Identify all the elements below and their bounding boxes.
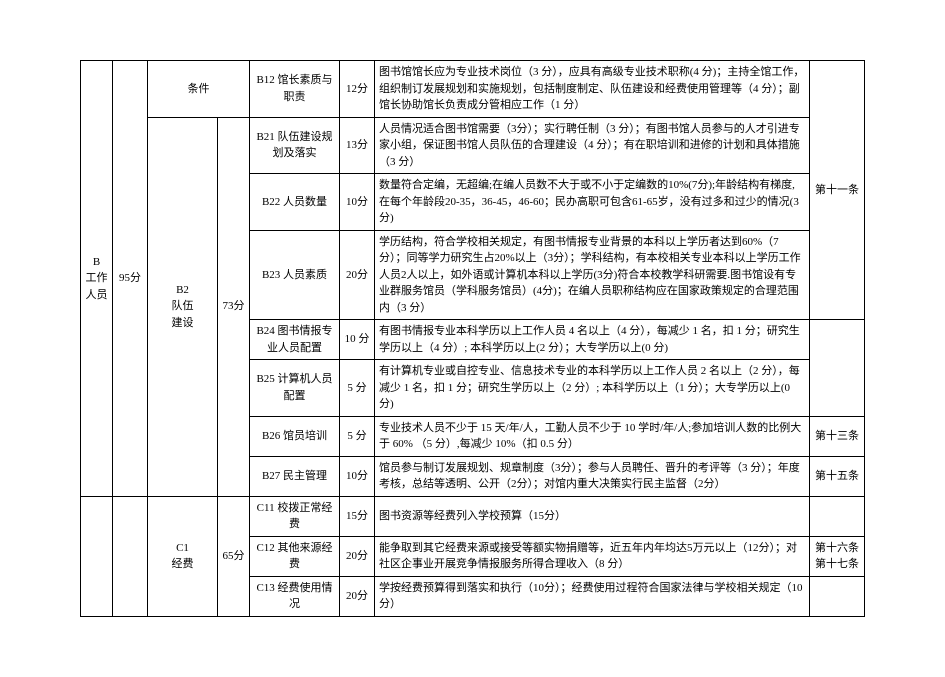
- code-cell: B25 计算机人员配置: [250, 360, 340, 417]
- code-cell: B26 馆员培训: [250, 416, 340, 456]
- code-cell: B21 队伍建设规划及落实: [250, 117, 340, 174]
- pts-cell: 20分: [340, 230, 375, 320]
- desc-cell: 专业技术人员不少于 15 天/年/人，工勤人员不少于 10 学时/年/人;参加培…: [375, 416, 810, 456]
- desc-cell: 能争取到其它经费来源或接受等额实物捐赠等，近五年内年均达5万元以上（12分）；对…: [375, 536, 810, 576]
- code-cell: B24 图书情报专业人员配置: [250, 320, 340, 360]
- pts-cell: 10分: [340, 174, 375, 231]
- ref-cell: [810, 576, 865, 616]
- section-c-blank: [81, 496, 113, 616]
- b2-score: 73分: [218, 117, 250, 496]
- pts-cell: 10分: [340, 456, 375, 496]
- c1-label: C1经费: [148, 496, 218, 616]
- ref-cell: 第十三条: [810, 416, 865, 456]
- code-cell: B12 馆长素质与职责: [250, 61, 340, 118]
- pts-cell: 20分: [340, 576, 375, 616]
- ref-cell: 第十五条: [810, 456, 865, 496]
- desc-cell: 有计算机专业或自控专业、信息技术专业的本科学历以上工作人员 2 名以上（2 分）…: [375, 360, 810, 417]
- condition-cell: 条件: [148, 61, 250, 118]
- table-row: B2队伍建设 73分 B21 队伍建设规划及落实 13分 人员情况适合图书馆需要…: [81, 117, 865, 174]
- code-cell: B23 人员素质: [250, 230, 340, 320]
- ref-cell: [810, 320, 865, 417]
- code-cell: C13 经费使用情况: [250, 576, 340, 616]
- desc-cell: 学历结构，符合学校相关规定，有图书情报专业背景的本科以上学历者达到60%（7分）…: [375, 230, 810, 320]
- desc-cell: 图书馆馆长应为专业技术岗位（3 分），应具有高级专业技术职称(4 分)；主持全馆…: [375, 61, 810, 118]
- section-b-label: B工作人员: [81, 61, 113, 497]
- section-c-blank2: [113, 496, 148, 616]
- desc-cell: 人员情况适合图书馆需要（3分）；实行聘任制（3 分）；有图书馆人员参与的人才引进…: [375, 117, 810, 174]
- desc-cell: 图书资源等经费列入学校预算（15分）: [375, 496, 810, 536]
- ref-cell: [810, 496, 865, 536]
- section-b-score: 95分: [113, 61, 148, 497]
- desc-cell: 有图书情报专业本科学历以上工作人员 4 名以上（4 分），每减少 1 名，扣 1…: [375, 320, 810, 360]
- b2-label: B2队伍建设: [148, 117, 218, 496]
- pts-cell: 13分: [340, 117, 375, 174]
- desc-cell: 馆员参与制订发展规划、规章制度（3分）；参与人员聘任、晋升的考评等（3 分）；年…: [375, 456, 810, 496]
- pts-cell: 12分: [340, 61, 375, 118]
- ref-cell: 第十六条第十七条: [810, 536, 865, 576]
- code-cell: B27 民主管理: [250, 456, 340, 496]
- pts-cell: 5 分: [340, 416, 375, 456]
- code-cell: C12 其他来源经费: [250, 536, 340, 576]
- table-row: B工作人员 95分 条件 B12 馆长素质与职责 12分 图书馆馆长应为专业技术…: [81, 61, 865, 118]
- code-cell: C11 校拨正常经费: [250, 496, 340, 536]
- ref-cell: 第十一条: [810, 61, 865, 320]
- pts-cell: 20分: [340, 536, 375, 576]
- code-cell: B22 人员数量: [250, 174, 340, 231]
- table-row: C1经费 65分 C11 校拨正常经费 15分 图书资源等经费列入学校预算（15…: [81, 496, 865, 536]
- evaluation-table: B工作人员 95分 条件 B12 馆长素质与职责 12分 图书馆馆长应为专业技术…: [80, 60, 865, 617]
- pts-cell: 10 分: [340, 320, 375, 360]
- pts-cell: 15分: [340, 496, 375, 536]
- c1-score: 65分: [218, 496, 250, 616]
- pts-cell: 5 分: [340, 360, 375, 417]
- desc-cell: 数量符合定编，无超编;在编人员数不大于或不小于定编数的10%(7分);年龄结构有…: [375, 174, 810, 231]
- desc-cell: 学按经费预算得到落实和执行（10分）；经费使用过程符合国家法律与学校相关规定（1…: [375, 576, 810, 616]
